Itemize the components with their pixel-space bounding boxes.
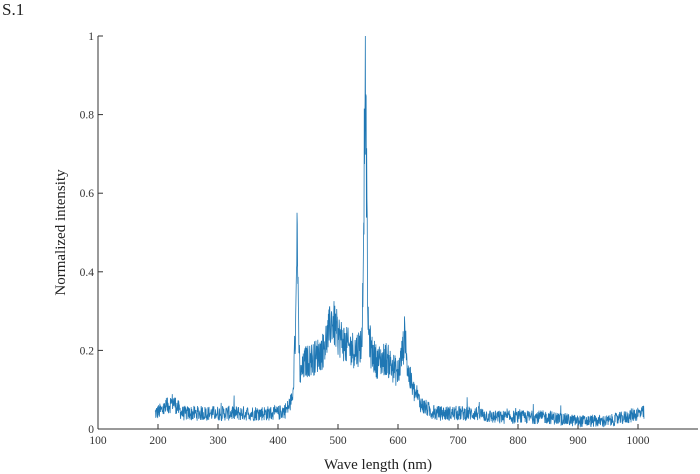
- y-tick-label: 0: [88, 424, 94, 436]
- y-tick-label: 0.4: [80, 267, 95, 279]
- x-tick-label: 800: [509, 435, 527, 447]
- x-tick-label: 200: [149, 435, 167, 447]
- x-tick-label: 300: [209, 435, 227, 447]
- x-tick-label: 900: [569, 435, 587, 447]
- x-tick-label: 600: [389, 435, 407, 447]
- series-line-0: [154, 35, 645, 428]
- x-tick-label: 500: [329, 435, 347, 447]
- y-tick-label: 1: [88, 31, 94, 43]
- figure-label: S.1: [2, 0, 25, 19]
- y-tick-label: 0.2: [80, 345, 95, 357]
- x-axis-title: Wave length (nm): [324, 457, 432, 473]
- y-axis-title: Normalized intensity: [53, 169, 69, 296]
- series-layer: [154, 35, 645, 428]
- x-tick-label: 100: [89, 435, 107, 447]
- y-tick-label: 0.8: [80, 110, 95, 122]
- x-tick-label: 700: [449, 435, 467, 447]
- x-tick-label: 400: [269, 435, 287, 447]
- x-tick-label: 1000: [627, 435, 650, 447]
- y-tick-label: 0.6: [80, 188, 95, 200]
- axes: 100 200 300 400 500 600 700 800 900 1000 0 0.2 0.4 0.…: [80, 31, 698, 447]
